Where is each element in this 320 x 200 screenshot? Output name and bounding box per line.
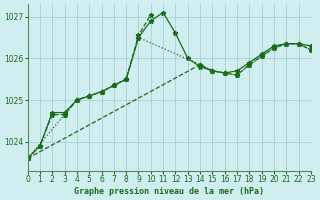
X-axis label: Graphe pression niveau de la mer (hPa): Graphe pression niveau de la mer (hPa) [74,187,264,196]
